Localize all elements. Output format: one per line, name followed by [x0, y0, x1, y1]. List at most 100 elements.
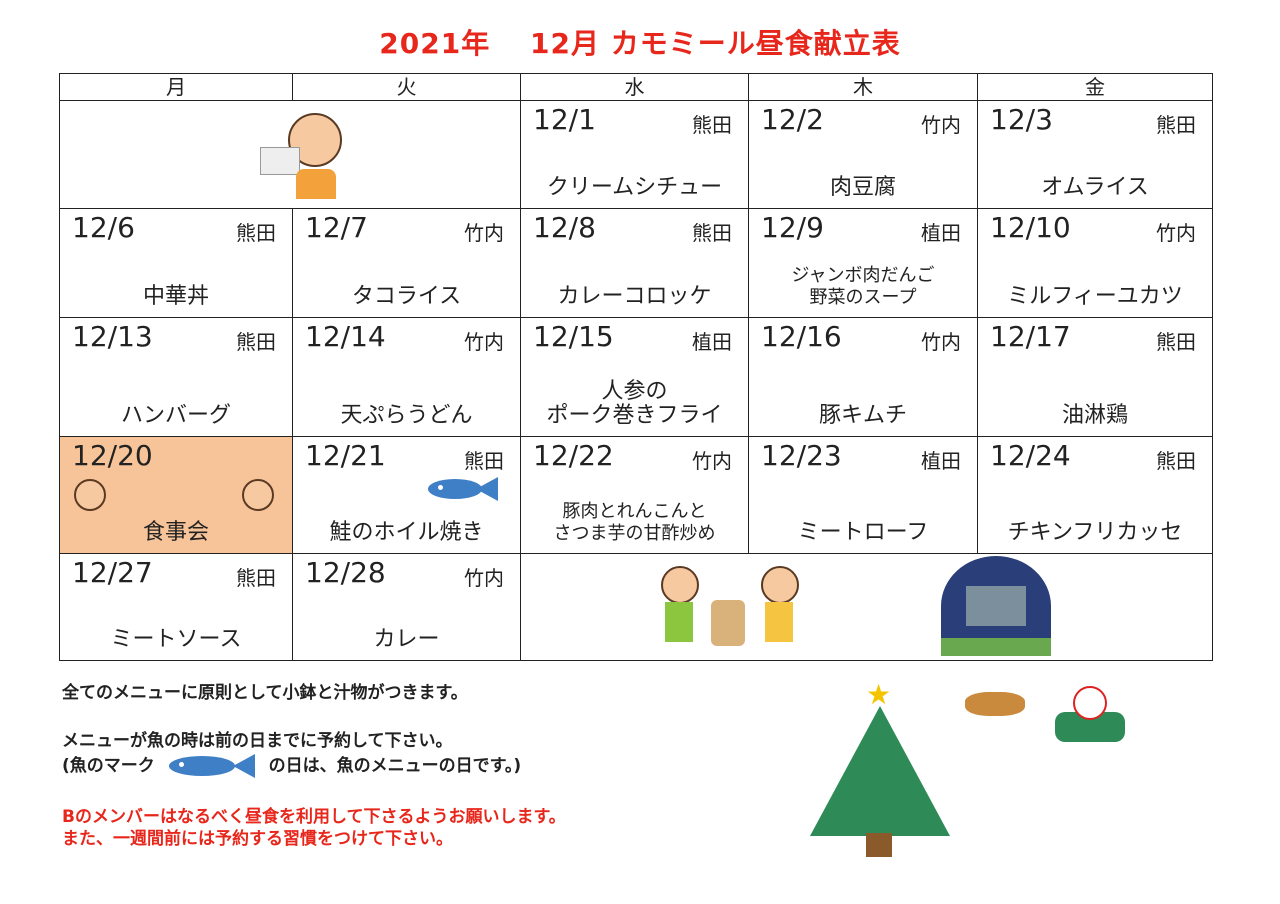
menu-item: 中華丼	[142, 284, 209, 309]
staff-name: 竹内	[464, 330, 504, 354]
date: 12/20	[72, 439, 153, 472]
staff-name: 竹内	[921, 113, 961, 137]
day-cell: 12/17 熊田油淋鶏	[977, 317, 1213, 437]
menu-item: ミートローフ	[797, 520, 929, 545]
staff-name: 植田	[692, 330, 732, 354]
date: 12/9	[761, 211, 824, 244]
note-members: Bのメンバーはなるべく昼食を利用して下さるようお願いします。	[62, 807, 566, 827]
menu-item: 人参の ポーク巻きフライ	[546, 379, 723, 428]
menu-calendar: 月火水木金 12/1 熊田 クリームシチュー 12/2 竹内 肉豆腐 12/3 熊田 オムライス…	[59, 73, 1213, 661]
menu-item: ミートソース	[110, 627, 242, 652]
day-cell: 12/27 熊田ミートソース	[59, 553, 293, 661]
menu-item: 豚キムチ	[818, 403, 907, 428]
cleaning-woman-icon	[260, 109, 350, 199]
day-cell: 12/7 竹内タコライス	[292, 208, 521, 318]
weekday-header: 月	[59, 73, 293, 101]
menu-item: ミルフィーユカツ	[1007, 284, 1183, 309]
note-fish-mark: (魚のマーク の日は、魚のメニューの日です。)	[62, 754, 521, 778]
santa-sleigh-icon	[955, 672, 1145, 757]
christmas-tree-icon: ★	[800, 678, 960, 858]
date: 12/27	[72, 556, 153, 589]
weekday-header: 火	[292, 73, 521, 101]
staff-name: 熊田	[1156, 330, 1196, 354]
day-cell: 12/21 熊田鮭のホイル焼き	[292, 436, 521, 554]
decoration-cell	[59, 100, 521, 209]
staff-name: 竹内	[692, 449, 732, 473]
staff-name: 竹内	[921, 330, 961, 354]
staff-name: 熊田	[236, 221, 276, 245]
weekday-header: 水	[520, 73, 749, 101]
day-cell: 12/16 竹内豚キムチ	[748, 317, 978, 437]
staff-name: 竹内	[464, 221, 504, 245]
menu-item: カレー	[373, 627, 440, 652]
date: 12/16	[761, 320, 842, 353]
waiter-icon	[74, 479, 106, 511]
menu-item: 天ぷらうどん	[340, 403, 473, 428]
day-cell: 12/13 熊田ハンバーグ	[59, 317, 293, 437]
day-cell: 12/22 竹内豚肉とれんこんと さつま芋の甘酢炒め	[520, 436, 749, 554]
date: 12/2	[761, 103, 824, 136]
fish-icon	[168, 754, 255, 778]
note-reserve-habit: また、一週間前には予約する習慣をつけて下さい。	[62, 829, 453, 849]
menu-item: オムライス	[1041, 175, 1149, 200]
staff-name: 熊田	[692, 113, 732, 137]
note-fish-mark-a: (魚のマーク	[62, 756, 155, 776]
day-cell: 12/28 竹内カレー	[292, 553, 521, 661]
note-fish-reservation: メニューが魚の時は前の日までに予約して下さい。	[62, 731, 453, 751]
date: 12/15	[533, 320, 614, 353]
date: 12/14	[305, 320, 386, 353]
date: 12/24	[990, 439, 1071, 472]
menu-item: 豚肉とれんこんと さつま芋の甘酢炒め	[553, 501, 716, 544]
staff-name: 植田	[921, 449, 961, 473]
staff-name: 植田	[921, 221, 961, 245]
weekday-header: 金	[977, 73, 1213, 101]
menu-item: クリームシチュー	[546, 175, 723, 200]
staff-name: 熊田	[236, 330, 276, 354]
day-cell: 12/10 竹内 ミルフィーユカツ	[977, 208, 1213, 318]
menu-item: ジャンボ肉だんご 野菜のスープ	[791, 265, 935, 308]
day-cell: 12/1 熊田クリームシチュー	[520, 100, 749, 209]
menu-item: 食事会	[142, 520, 209, 545]
staff-name: 熊田	[236, 566, 276, 590]
date: 12/28	[305, 556, 386, 589]
date: 12/6	[72, 211, 135, 244]
day-cell: 12/23 植田ミートローフ	[748, 436, 978, 554]
date: 12/8	[533, 211, 596, 244]
day-cell: 12/20 食事会	[59, 436, 293, 554]
date: 12/7	[305, 211, 368, 244]
menu-item: カレーコロッケ	[557, 284, 712, 309]
mochitsuki-kids-icon	[651, 560, 801, 650]
day-cell: 12/14 竹内天ぷらうどん	[292, 317, 521, 437]
day-cell: 12/6 熊田中華丼	[59, 208, 293, 318]
day-cell: 12/9 植田ジャンボ肉だんご 野菜のスープ	[748, 208, 978, 318]
date: 12/22	[533, 439, 614, 472]
date: 12/3	[990, 103, 1053, 136]
page-title: 2021年 12月 カモミール昼食献立表	[379, 27, 901, 60]
date: 12/13	[72, 320, 153, 353]
date: 12/21	[305, 439, 386, 472]
fish-icon	[428, 477, 498, 501]
staff-name: 熊田	[1156, 449, 1196, 473]
menu-item: 鮭のホイル焼き	[329, 520, 484, 545]
day-cell: 12/8 熊田カレーコロッケ	[520, 208, 749, 318]
decoration-cell	[520, 553, 1213, 661]
date: 12/1	[533, 103, 596, 136]
weekday-header: 木	[748, 73, 978, 101]
day-cell: 12/15 植田人参の ポーク巻きフライ	[520, 317, 749, 437]
day-cell: 12/2 竹内 肉豆腐	[748, 100, 978, 209]
date: 12/23	[761, 439, 842, 472]
staff-name: 竹内	[464, 566, 504, 590]
note-fish-mark-b: の日は、魚のメニューの日です。)	[268, 756, 522, 776]
day-cell: 12/24 熊田チキンフリカッセ	[977, 436, 1213, 554]
menu-item: チキンフリカッセ	[1007, 520, 1183, 545]
staff-name: 熊田	[692, 221, 732, 245]
menu-item: 油淋鶏	[1061, 403, 1128, 428]
date: 12/10	[990, 211, 1071, 244]
note-side-dishes: 全てのメニューに原則として小鉢と汁物がつきます。	[62, 683, 468, 703]
menu-item: ハンバーグ	[120, 403, 231, 428]
staff-name: 熊田	[464, 449, 504, 473]
staff-name: 熊田	[1156, 113, 1196, 137]
date: 12/17	[990, 320, 1071, 353]
temple-bell-icon	[941, 556, 1051, 656]
menu-item: タコライス	[351, 284, 462, 309]
